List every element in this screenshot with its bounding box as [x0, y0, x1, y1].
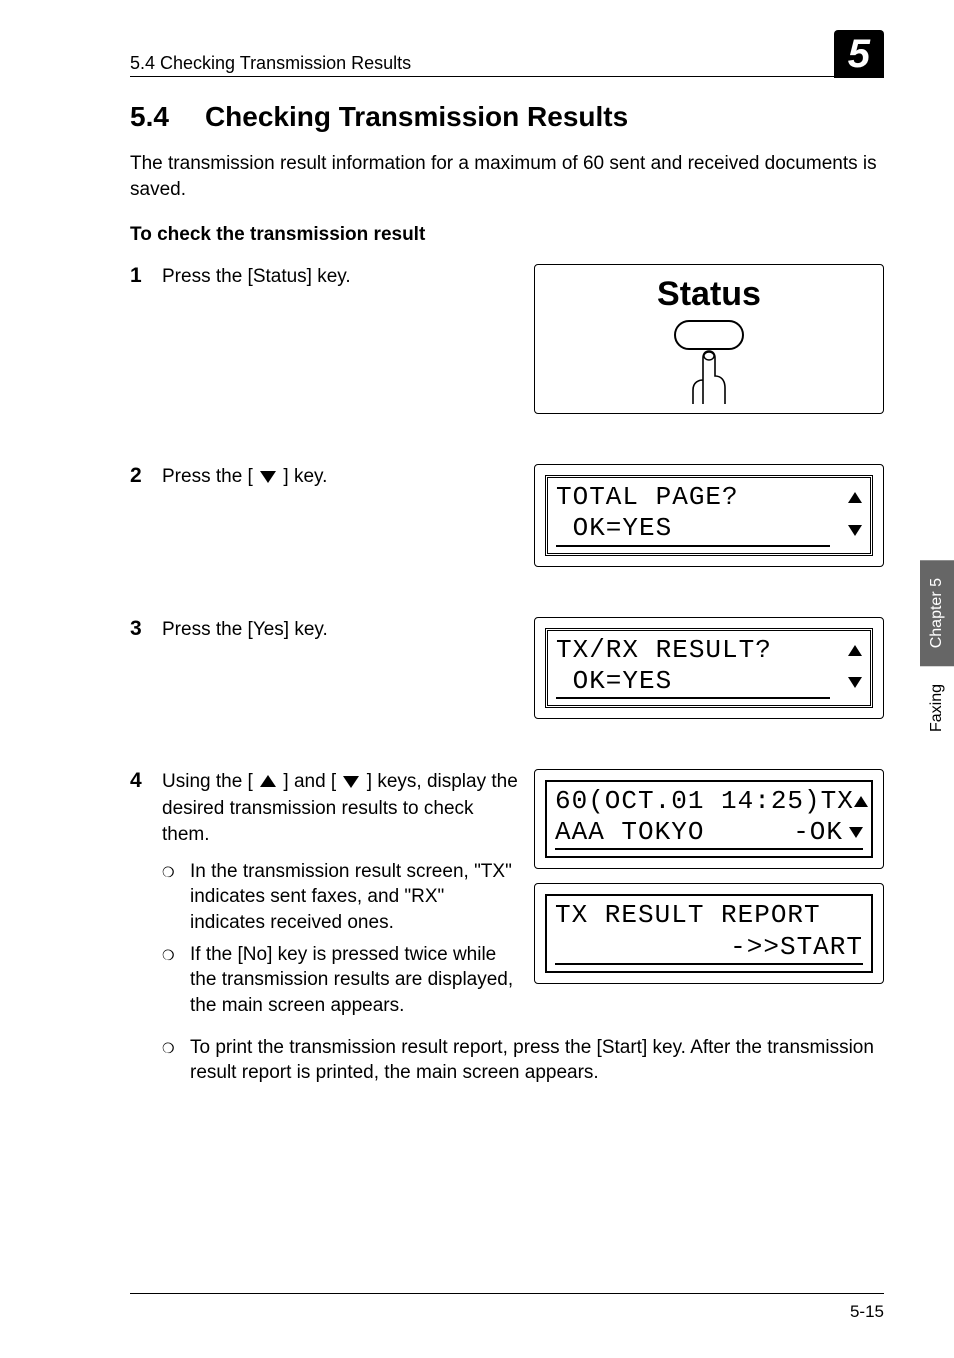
up-arrow-icon: [848, 645, 862, 656]
page-number: 5-15: [850, 1302, 884, 1321]
page-header: 5.4 Checking Transmission Results 5: [130, 30, 884, 77]
step-text: Using the [ ] and [ ] keys, display the …: [162, 769, 534, 1025]
down-arrow-icon: [343, 776, 359, 788]
lcd-figure: 60(OCT.01 14:25)TX AAA TOKYO -OK: [534, 769, 884, 869]
step-4: 4 Using the [ ] and [ ] keys, display th…: [130, 769, 884, 1025]
lcd-line: OK=YES: [556, 513, 830, 546]
section-title: 5.4 Checking Transmission Results: [130, 101, 884, 133]
procedure-heading: To check the transmission result: [130, 224, 884, 246]
bullet-text: If the [No] key is pressed twice while t…: [190, 942, 522, 1019]
page-footer: 5-15: [130, 1293, 884, 1322]
lcd-figure: TOTAL PAGE? OK=YES: [534, 464, 884, 566]
lcd-line: AAA TOKYO: [555, 817, 704, 848]
step-2: 2 Press the [ ] key. TOTAL PAGE? OK=YES: [130, 464, 884, 566]
side-chapter-label: Chapter 5: [920, 560, 954, 666]
step-number: 3: [130, 617, 162, 641]
up-arrow-icon: [854, 796, 868, 807]
bullet-icon: ❍: [162, 1035, 190, 1086]
lcd-line: OK=YES: [556, 666, 830, 699]
step-4-cont: ❍ To print the transmission result repor…: [130, 1035, 884, 1092]
step-3: 3 Press the [Yes] key. TX/RX RESULT? OK=…: [130, 617, 884, 719]
down-arrow-icon: [849, 827, 863, 838]
step-1: 1 Press the [Status] key. Status: [130, 264, 884, 414]
lcd-line: TX RESULT REPORT: [555, 900, 821, 931]
list-item: ❍ If the [No] key is pressed twice while…: [162, 942, 522, 1019]
lcd-figure: TX RESULT REPORT ->>START: [534, 883, 884, 983]
down-arrow-icon: [848, 525, 862, 536]
up-arrow-icon: [848, 492, 862, 503]
bullet-icon: ❍: [162, 942, 190, 1019]
intro-text: The transmission result information for …: [130, 151, 884, 202]
lcd-line: 60(OCT.01 14:25)TX: [555, 786, 854, 817]
side-section-label: Faxing: [920, 666, 954, 750]
lcd-line: TOTAL PAGE?: [556, 482, 739, 513]
step-number: 2: [130, 464, 162, 488]
list-item: ❍ To print the transmission result repor…: [162, 1035, 884, 1086]
up-arrow-icon: [260, 775, 276, 787]
status-key-figure: Status: [534, 264, 884, 414]
list-item: ❍ In the transmission result screen, "TX…: [162, 859, 522, 936]
bullet-icon: ❍: [162, 859, 190, 936]
lcd-figure: TX/RX RESULT? OK=YES: [534, 617, 884, 719]
step-number: 4: [130, 769, 162, 793]
bullet-text: To print the transmission result report,…: [190, 1035, 884, 1086]
breadcrumb: 5.4 Checking Transmission Results: [130, 53, 411, 74]
step-text: Press the [Yes] key.: [162, 617, 534, 644]
step-text: Press the [Status] key.: [162, 264, 534, 291]
status-label: Status: [657, 275, 761, 314]
chapter-badge: 5: [834, 30, 884, 76]
lcd-line: TX/RX RESULT?: [556, 635, 772, 666]
bullet-text: In the transmission result screen, "TX" …: [190, 859, 522, 936]
lcd-line: -OK: [793, 817, 843, 848]
down-arrow-icon: [848, 677, 862, 688]
down-arrow-icon: [260, 471, 276, 483]
side-tab: Chapter 5 Faxing: [920, 560, 954, 750]
lcd-line: ->>START: [730, 932, 863, 963]
section-heading: Checking Transmission Results: [205, 101, 628, 133]
step-text: Press the [ ] key.: [162, 464, 534, 491]
status-button-icon: [674, 320, 744, 350]
step-number: 1: [130, 264, 162, 288]
press-finger-icon: [679, 346, 739, 406]
section-number: 5.4: [130, 101, 169, 133]
